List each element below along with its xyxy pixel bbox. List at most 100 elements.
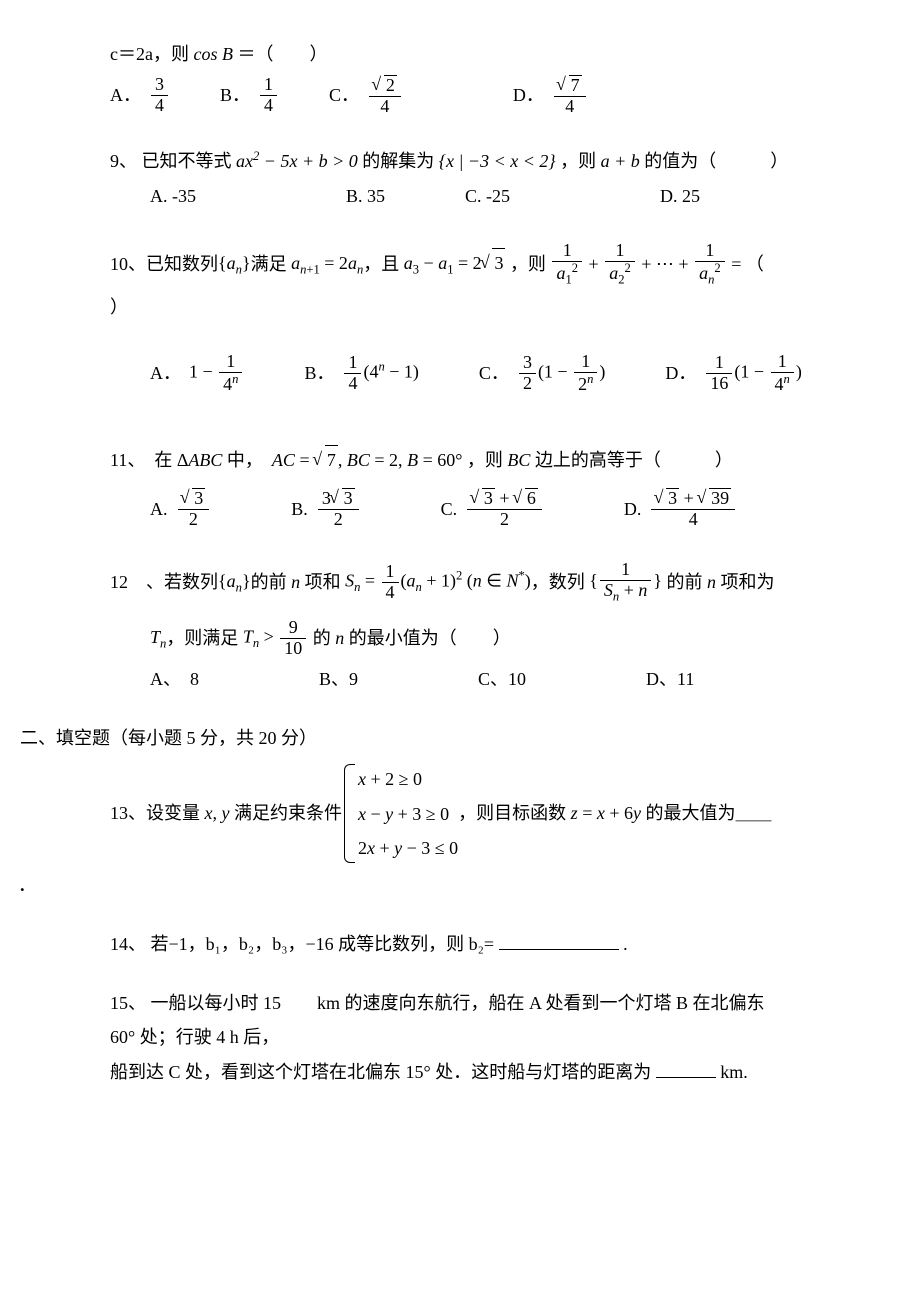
q15-l2: 60° 处；行驶 4 h 后， <box>110 1023 880 1052</box>
q13-c2: x − y + 3 ≥ 0 <box>358 797 458 831</box>
q9-p4: 的值为（ ） <box>644 151 788 171</box>
opt-label: A． <box>150 359 181 388</box>
q10-rec: an+1 = 2an <box>287 249 364 280</box>
q12-p6: 项和为 <box>721 568 775 597</box>
q10-opt-d: D． 116(1 − 14n) <box>665 352 801 395</box>
q14-label: 14、 <box>110 934 146 954</box>
q11: 11、 在 ΔABC 中， AC = 7, BC = 2, B = 60° ，则… <box>110 445 880 530</box>
opt-label: C． <box>329 81 359 110</box>
frac: 3 + 62 <box>467 488 542 530</box>
q9-options: A. -35 B. 35 C. -25 D. 25 <box>110 182 880 211</box>
q11-opt-d: D. 3 + 394 <box>624 488 737 530</box>
expr: 1 − 14n <box>189 352 244 395</box>
q10-cond: a3 − a1 = 23 <box>399 248 510 280</box>
q12-p3: 项和 <box>305 568 341 597</box>
q13-p4: 的最大值为＿＿ <box>646 799 772 828</box>
q10-opt-a: A． 1 − 14n <box>150 352 244 395</box>
q12-stem-l2: Tn ，则满足 Tn > 910 的 n 的最小值为（ ） <box>110 618 880 659</box>
q11-cond: AC = 7, BC = 2, B = 60° <box>267 450 462 470</box>
q14-stem: 14、 若−1，b₁，b₂，b₃，−16 成等比数列，则 b₂= . <box>110 930 880 959</box>
q11-side: BC <box>507 450 535 470</box>
q11-p3: ，则 <box>467 450 503 470</box>
q13-dot: ． <box>18 871 880 900</box>
q15-l1: 15、 一船以每小时 15 km 的速度向东航行，船在 A 处看到一个灯塔 B … <box>110 989 880 1018</box>
frac: 3 + 394 <box>651 488 735 530</box>
q11-label: 11、 <box>110 450 145 470</box>
q8-opt-a: A． 34 <box>110 75 170 116</box>
opt-label: B. <box>291 495 308 524</box>
q14: 14、 若−1，b₁，b₂，b₃，−16 成等比数列，则 b₂= . <box>110 930 880 959</box>
q12-sn: Sn = 14(an + 1)2 (n ∈ N*) <box>341 562 531 603</box>
frac: 34 <box>151 75 168 116</box>
q8-stem: c＝2a，则 cos B ＝（ ） <box>110 40 880 69</box>
expr: 14(4n − 1) <box>342 353 418 394</box>
q11-p1: 在 <box>154 450 172 470</box>
q9-expr2: {x | −3 < x < 2} <box>439 151 560 171</box>
q13-z: z = x + 6y <box>566 799 645 828</box>
q12-l2p2: ，则满足 <box>166 624 238 653</box>
q15-l3: 船到达 C 处，看到这个灯塔在北偏东 15° 处．这时船与灯塔的距离为 km. <box>110 1058 880 1087</box>
q11-opt-a: A. 32 <box>150 488 211 530</box>
q11-opt-c: C. 3 + 62 <box>441 488 544 530</box>
q12-n2: n <box>703 568 721 597</box>
q10-opt-b: B． 14(4n − 1) <box>304 353 418 394</box>
q13-p1: 设变量 <box>146 799 200 828</box>
q12-opt-c: C、10 <box>478 665 526 694</box>
opt-text: A、 8 <box>150 665 199 694</box>
opt-label: B． <box>304 359 334 388</box>
frac: 32 <box>178 488 210 530</box>
opt-label: C. <box>441 495 458 524</box>
q8-opt-c: C． 24 <box>329 75 403 117</box>
q9-stem: 9、 已知不等式 ax2 − 5x + b > 0 的解集为 {x | −3 <… <box>110 146 880 176</box>
q12-stem-l1: 12 、 若数列 {an} 的前 n 项和 Sn = 14(an + 1)2 (… <box>110 560 880 604</box>
q10-stem: 10、 已知数列 {an} 满足 an+1 = 2an ，且 a3 − a1 =… <box>110 241 880 287</box>
opt-label: C． <box>479 359 509 388</box>
expr: 32(1 − 12n) <box>517 352 605 395</box>
q15-label: 15、 <box>110 993 146 1013</box>
q12-p4: ，数列 <box>531 568 585 597</box>
q12-p5: 的前 <box>667 568 703 597</box>
q11-p2: 中， <box>227 450 263 470</box>
q13: 13、 设变量 x, y 满足约束条件 x + 2 ≥ 0 x − y + 3 … <box>110 762 880 899</box>
q13-p3: ，则目标函数 <box>458 799 566 828</box>
q10: 10、 已知数列 {an} 满足 an+1 = 2an ，且 a3 − a1 =… <box>110 241 880 395</box>
q11-stem: 11、 在 ΔABC 中， AC = 7, BC = 2, B = 60° ，则… <box>110 445 880 475</box>
q12-options: A、 8 B、9 C、10 D、11 <box>110 665 880 694</box>
q12-n3: n <box>331 624 349 653</box>
q13-label: 13、 <box>110 799 146 828</box>
q9-label: 9、 <box>110 151 137 171</box>
q9-opt-a: A. -35 <box>150 182 196 211</box>
q12-opt-a: A、 8 <box>150 665 199 694</box>
q9: 9、 已知不等式 ax2 − 5x + b > 0 的解集为 {x | −3 <… <box>110 146 880 211</box>
q9-p1: 已知不等式 <box>142 151 232 171</box>
q9-p2: 的解集为 <box>362 151 434 171</box>
q14-p2: . <box>623 934 628 954</box>
q10-p4: ，则 <box>510 250 546 279</box>
section2-title: 二、填空题（每小题 5 分，共 20 分） <box>20 724 880 753</box>
q12: 12 、 若数列 {an} 的前 n 项和 Sn = 14(an + 1)2 (… <box>110 560 880 694</box>
q10-p3: ，且 <box>363 250 399 279</box>
q11-options: A. 32 B. 332 C. 3 + 62 D. 3 + 394 <box>110 488 880 530</box>
q13-c3: 2x + y − 3 ≤ 0 <box>358 831 458 865</box>
q15-blank <box>656 1059 716 1078</box>
q12-p2: 的前 <box>251 568 287 597</box>
opt-label: D． <box>665 359 696 388</box>
q13-p2: 满足约束条件 <box>234 799 342 828</box>
q10-tail: （ <box>746 250 764 279</box>
q9-p3: ，则 <box>560 151 596 171</box>
q12-tn: Tn <box>150 623 166 654</box>
q13-vars: x, y <box>200 799 234 828</box>
q10-sum: 1a12 + 1a22 + ⋯ + 1an2 = <box>546 241 741 287</box>
q12-n: n <box>287 568 305 597</box>
expr: 116(1 − 14n) <box>704 352 801 395</box>
q12-label: 12 、 <box>110 568 164 597</box>
opt-text: C、10 <box>478 665 526 694</box>
q9-expr1: ax2 − 5x + b > 0 <box>236 151 362 171</box>
q11-p4: 边上的高等于（ ） <box>535 450 733 470</box>
q10-label: 10、 <box>110 250 146 279</box>
q12-opt-b: B、9 <box>319 665 358 694</box>
q15-l1-text: 一船以每小时 15 km 的速度向东航行，船在 A 处看到一个灯塔 B 在北偏东 <box>151 993 765 1013</box>
q14-p1: 若−1，b₁，b₂，b₃，−16 成等比数列，则 b₂= <box>151 934 499 954</box>
q12-ineq: Tn > 910 <box>238 618 312 659</box>
q8-stem-suffix: ＝（ ） <box>237 44 327 64</box>
